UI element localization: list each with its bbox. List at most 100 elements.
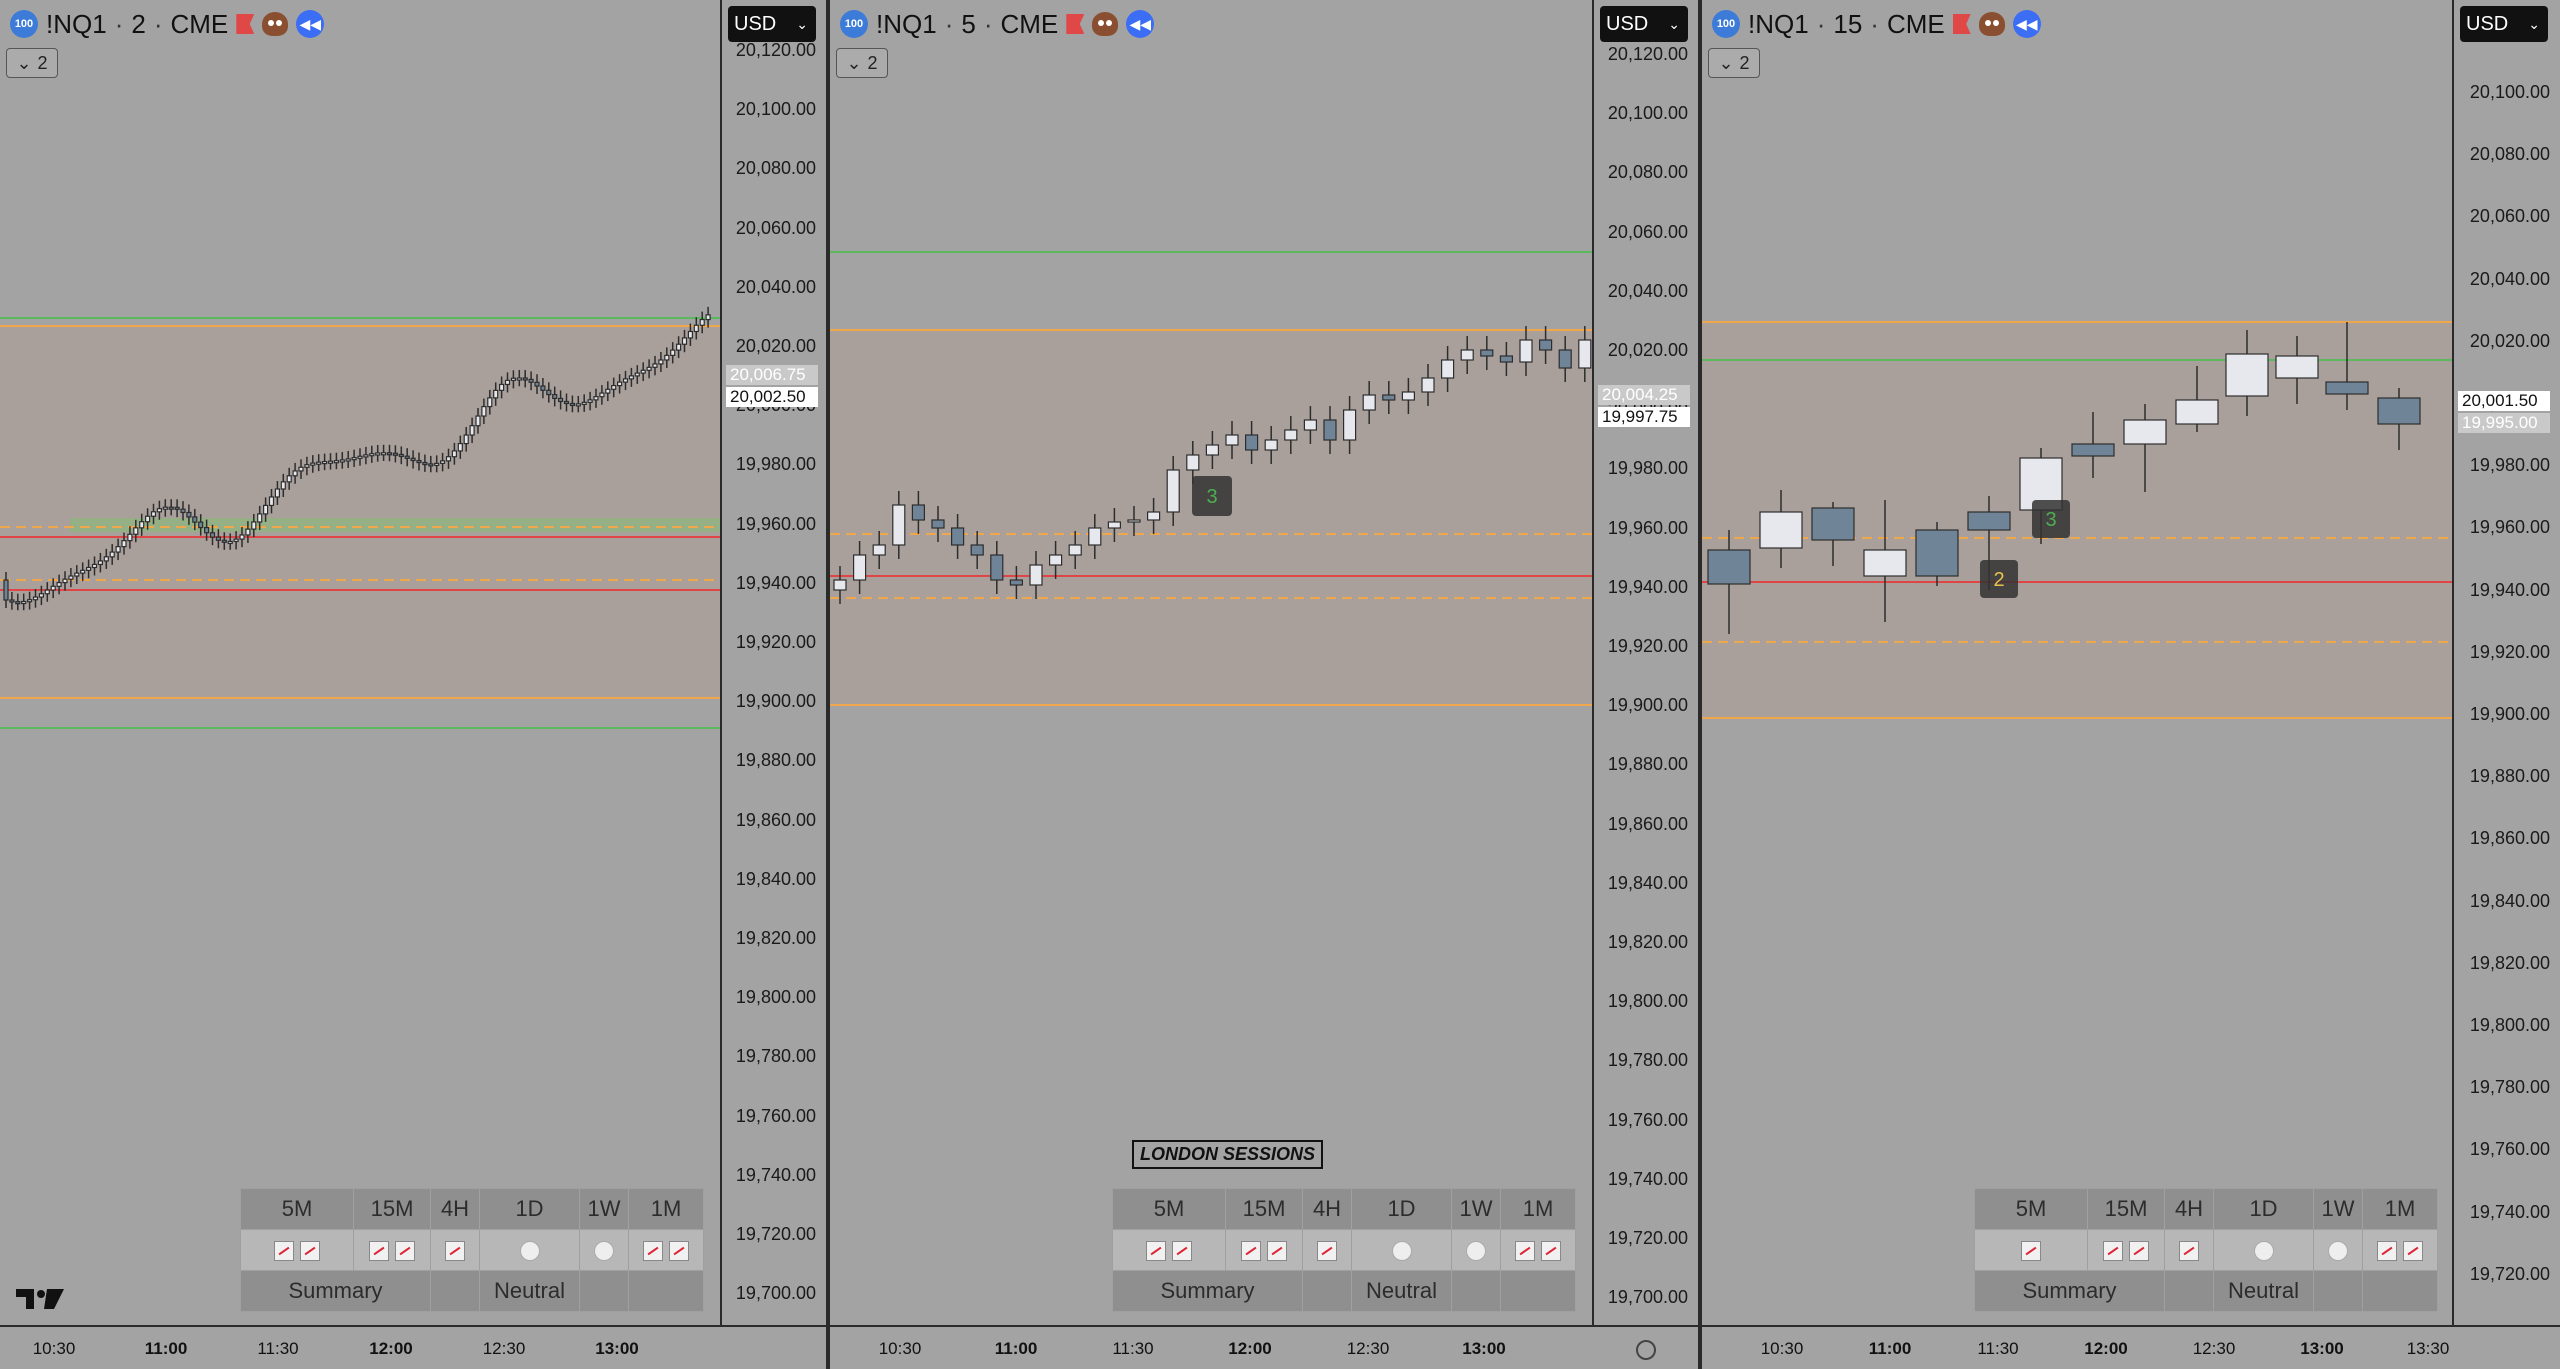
poop-emoji-icon [1978, 12, 2005, 36]
summary-header-1d: 1D [2213, 1188, 2314, 1230]
axis-tick-label: 19,900.00 [2469, 704, 2550, 724]
signal-marker [1192, 476, 1232, 516]
candle [109, 551, 115, 558]
price-axis-15m[interactable]: USD ⌄ 20,100.00 20,080.00 20,060.00 20,040.0… [2452, 0, 2560, 1328]
candle [298, 466, 304, 472]
axis-tick-label: 20,120.00 [735, 40, 816, 60]
symbol-header[interactable]: 100 !NQ1 · 2 · CME ◀◀ [10, 8, 325, 39]
candle [445, 456, 452, 462]
rewind-icon[interactable]: ◀◀ [1126, 10, 1155, 38]
time-tick-label: 12:30 [482, 1339, 526, 1358]
summary-signal-cell [240, 1229, 354, 1271]
price-plot[interactable] [0, 0, 722, 1328]
axis-tick-label: 20,020.00 [735, 336, 816, 356]
candle [103, 556, 109, 562]
candle [268, 496, 275, 507]
candle [1303, 419, 1317, 431]
summary-signal-cell [1500, 1229, 1576, 1271]
candle [593, 396, 599, 401]
interval[interactable]: 2 [131, 8, 146, 39]
tradingview-logo-icon[interactable] [14, 1285, 66, 1313]
candle [658, 359, 664, 365]
collapse-indicators-button[interactable]: ⌄ 2 [1708, 48, 1760, 78]
axis-tick-label: 19,740.00 [735, 1164, 816, 1185]
price-plot[interactable]: 23 [1702, 0, 2452, 1328]
currency-select[interactable]: USD ⌄ [1600, 6, 1688, 42]
candle [534, 381, 540, 387]
time-axis-5m[interactable]: 10:30 11:00 11:30 12:00 12:30 13:00 [830, 1325, 1698, 1369]
axis-tick-label: 20,100.00 [1607, 103, 1688, 124]
candle [611, 384, 617, 390]
summary-signal-cell [628, 1229, 704, 1271]
summary-header-1w: 1W [1451, 1188, 1501, 1230]
collapse-indicators-button[interactable]: ⌄ 2 [6, 48, 58, 78]
candle [274, 488, 280, 498]
chart-pane-2m[interactable]: 100 !NQ1 · 2 · CME ◀◀ ⌄ 2 5M 15M 4H 1D 1W 1M … [0, 0, 722, 1369]
summary-header-15m: 15M [353, 1188, 431, 1230]
interval[interactable]: 5 [961, 8, 976, 39]
price-axis-2m[interactable]: USD ⌄ 20,120.00 20,100.00 20,080.00 20,060.0… [720, 0, 828, 1328]
candle [1147, 511, 1161, 521]
candle [3, 579, 9, 601]
axis-tick-label: 19,740.00 [2469, 1201, 2550, 1222]
summary-signal-cell [2362, 1229, 2438, 1271]
time-axis-2m[interactable]: 10:30 11:00 11:30 12:00 12:30 13:00 [0, 1325, 826, 1369]
candle [1421, 377, 1435, 393]
candle [872, 544, 886, 556]
candle [528, 378, 534, 383]
summary-header-1w: 1W [579, 1188, 629, 1230]
candle [1049, 554, 1063, 566]
symbol-name[interactable]: !NQ1 [46, 8, 107, 39]
price-plot[interactable]: 3 [830, 0, 1594, 1328]
axis-tick-label: 19,720.00 [1607, 1228, 1688, 1248]
rewind-icon[interactable]: ◀◀ [2012, 10, 2041, 38]
candle [457, 442, 463, 452]
axis-tick-label: 19,900.00 [1607, 695, 1688, 716]
summary-header-5m: 5M [1974, 1188, 2088, 1230]
candle [150, 511, 157, 517]
currency-select[interactable]: USD ⌄ [728, 6, 816, 42]
candle [504, 379, 511, 386]
axis-tick-label: 19,760.00 [2469, 1139, 2550, 1160]
candle [487, 397, 493, 408]
candle [1863, 549, 1907, 577]
axis-tick-label: 19,840.00 [1607, 872, 1688, 893]
summary-signal-cell [430, 1229, 480, 1271]
currency-select[interactable]: USD ⌄ [2460, 6, 2548, 42]
time-tick-label: 12:30 [1346, 1339, 1390, 1358]
candle [853, 554, 867, 581]
candle [2225, 353, 2269, 397]
axis-tick-label: 19,880.00 [735, 750, 816, 771]
chevron-down-icon: ⌄ [2528, 16, 2540, 32]
symbol-header[interactable]: 100 !NQ1 · 15 · CME ◀◀ [1712, 8, 2041, 39]
time-axis-15m[interactable]: 10:30 11:00 11:30 12:00 12:30 13:00 13:30 [1702, 1325, 2560, 1369]
candle [892, 504, 906, 546]
candle [145, 515, 151, 523]
badge-100: 100 [840, 10, 868, 38]
axis-tick-label: 19,940.00 [1607, 576, 1688, 597]
summary-label: Summary [1974, 1270, 2165, 1312]
symbol-name[interactable]: !NQ1 [876, 8, 937, 39]
symbol-name[interactable]: !NQ1 [1748, 8, 1809, 39]
symbol-header[interactable]: 100 !NQ1 · 5 · CME ◀◀ [840, 8, 1155, 39]
gear-icon[interactable] [1636, 1340, 1656, 1360]
summary-header-5m: 5M [1112, 1188, 1226, 1230]
pane-divider[interactable] [826, 0, 830, 1369]
candle [322, 461, 328, 465]
interval[interactable]: 15 [1833, 8, 1863, 39]
candle [2071, 443, 2115, 457]
candle [310, 462, 316, 466]
candle [91, 563, 98, 569]
axis-tick-label: 19,740.00 [1607, 1168, 1688, 1189]
candle [339, 459, 345, 463]
chart-pane-5m[interactable]: 3 100 !NQ1 · 5 · CME ◀◀ ⌄ 2 LONDON SESSI… [830, 0, 1594, 1369]
rewind-icon[interactable]: ◀◀ [296, 10, 325, 38]
time-tick-label: 10:30 [878, 1339, 922, 1358]
collapse-indicators-button[interactable]: ⌄ 2 [836, 48, 888, 78]
axis-tick-label: 20,120.00 [1607, 44, 1688, 64]
price-axis-5m[interactable]: USD ⌄ 20,120.00 20,100.00 20,080.00 20,060.0… [1592, 0, 1700, 1328]
candle [1068, 544, 1082, 556]
candle [257, 513, 263, 523]
pane-divider[interactable] [1698, 0, 1702, 1369]
